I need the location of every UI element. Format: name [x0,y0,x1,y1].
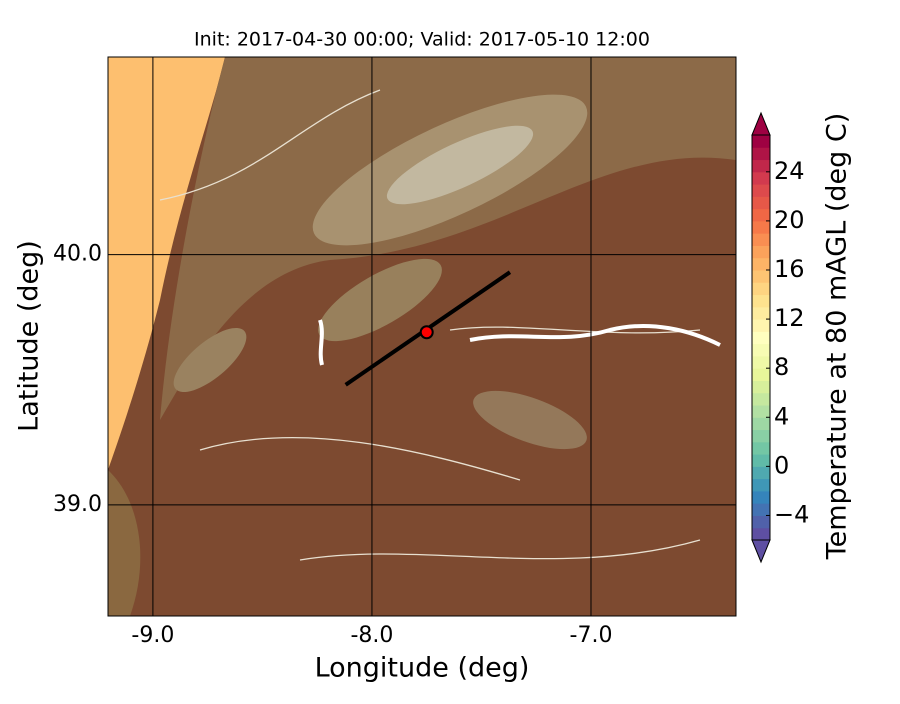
colorbar-swatch [752,355,770,369]
colorbar-tick-label: 24 [774,157,805,185]
colorbar-swatch [752,380,770,394]
colorbar-swatch [752,368,770,381]
colorbar-tick-label: 20 [774,206,805,234]
colorbar-swatch [752,319,770,332]
y-tick-label: 40.0 [53,242,102,267]
colorbar-swatch [752,196,770,210]
colorbar-frame [751,134,771,541]
colorbar-swatch [752,306,770,320]
colorbar-swatch [752,184,770,197]
colorbar-swatch [752,171,770,185]
colorbar-tick-label: 12 [774,304,805,332]
colorbar-swatch [752,503,770,516]
colorbar-tick-label: −4 [774,500,809,528]
colorbar-swatch [752,270,770,283]
y-axis-label: Latitude (deg) [14,240,45,432]
colorbar-swatch [752,208,770,222]
colorbar-swatch [752,515,770,529]
x-tick-label: -9.0 [131,623,174,648]
transect-point [419,325,434,340]
colorbar-swatch [752,490,770,504]
colorbar-swatch [752,159,770,173]
colorbar-swatch [752,135,770,148]
colorbar-swatch [752,392,770,406]
colorbar-tick-label: 8 [774,353,789,381]
colorbar-swatch [752,478,770,492]
colorbar-swatch [752,257,770,271]
y-tick-label: 39.0 [53,492,102,517]
x-tick-label: -8.0 [350,623,393,648]
colorbar-swatch [752,466,770,480]
colorbar-extend-top [751,111,771,136]
colorbar-swatch [752,331,770,345]
colorbar-tick-label: 0 [774,451,789,479]
colorbar-tick-label: 4 [774,402,789,430]
map-frame [107,56,737,617]
colorbar-swatch [752,220,770,234]
colorbar-swatch [752,343,770,357]
chart-title: Init: 2017-04-30 00:00; Valid: 2017-05-1… [194,29,650,51]
x-axis-label: Longitude (deg) [315,653,530,684]
colorbar-swatch [752,147,770,161]
colorbar-swatch [752,429,770,443]
colorbar-tick-label: 16 [774,255,805,283]
colorbar-swatch [752,282,770,296]
colorbar-label: Temperature at 80 mAGL (deg C) [822,113,853,561]
colorbar-swatch [752,245,770,259]
colorbar-swatch [752,441,770,455]
map-background [108,57,736,616]
colorbar-swatch [752,454,770,467]
colorbar-swatch [752,527,770,541]
colorbar-swatch [752,233,770,246]
colorbar-swatch [752,405,770,418]
colorbar-swatch [752,294,770,308]
colorbar-extend-bottom [751,539,771,564]
x-tick-label: -7.0 [570,623,613,648]
colorbar-swatch [752,417,770,431]
